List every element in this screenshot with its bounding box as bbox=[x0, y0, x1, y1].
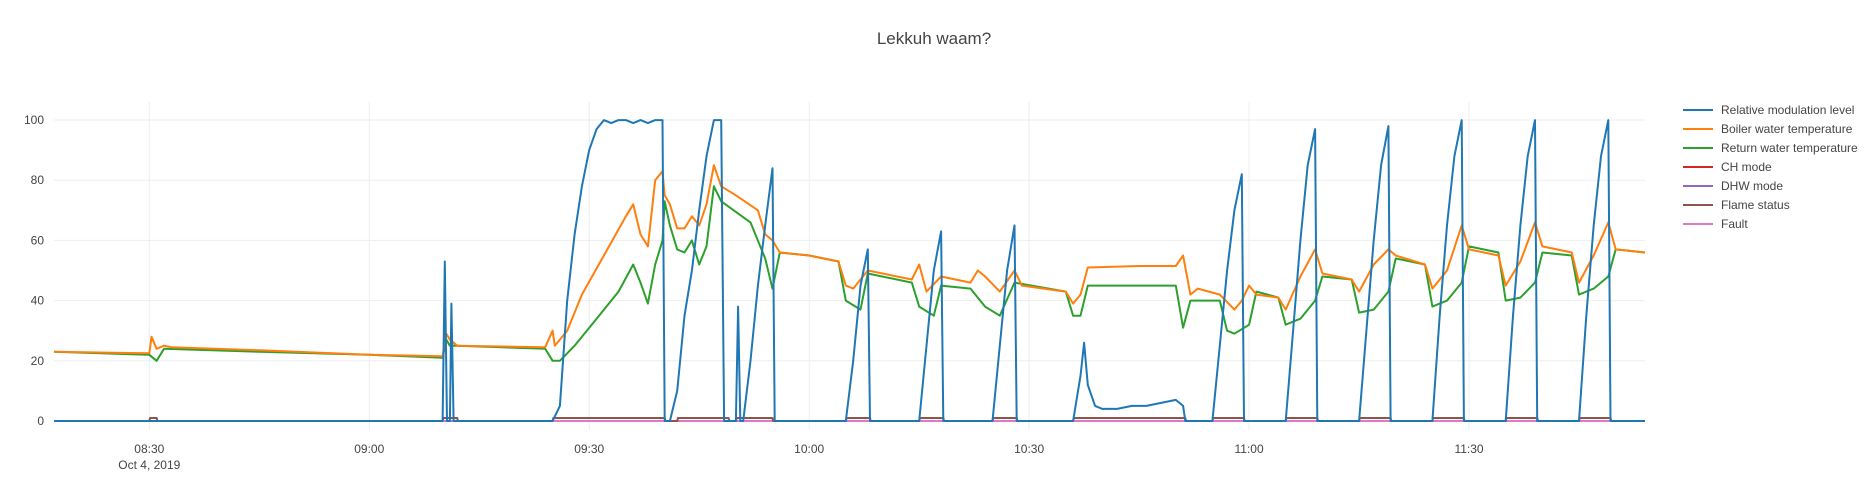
series-line-flame-status bbox=[54, 417, 1645, 422]
legend-item[interactable]: Relative modulation level bbox=[1683, 103, 1854, 117]
x-tick-label: 11:30 bbox=[1454, 442, 1483, 456]
y-tick-label: 100 bbox=[24, 113, 44, 127]
legend-label: Flame status bbox=[1721, 198, 1790, 212]
legend-item[interactable]: Return water temperature bbox=[1683, 141, 1858, 155]
x-tick-label: 09:30 bbox=[574, 442, 604, 456]
grid-layer bbox=[54, 102, 1645, 430]
series-layer bbox=[53, 119, 1646, 422]
chart-title: Lekkuh waam? bbox=[876, 29, 992, 48]
y-tick-label: 0 bbox=[37, 414, 44, 428]
y-tick-label: 60 bbox=[31, 233, 45, 247]
series-line-return-water-temperature bbox=[53, 185, 1646, 362]
axis-layer: 0 20 40 60 80 100 08:30 Oct 4, 2019 09:00 09:30 10… bbox=[24, 113, 1484, 472]
legend-item[interactable]: CH mode bbox=[1683, 160, 1772, 174]
legend-label: Relative modulation level bbox=[1721, 103, 1854, 117]
legend-label: Fault bbox=[1721, 217, 1748, 231]
y-tick-label: 40 bbox=[31, 294, 45, 308]
legend-item[interactable]: Flame status bbox=[1683, 198, 1790, 212]
legend-item[interactable]: Fault bbox=[1683, 217, 1748, 231]
x-tick-label: 11:00 bbox=[1235, 442, 1264, 456]
x-tick-label: 10:30 bbox=[1014, 442, 1044, 456]
x-tick-label: 08:30 bbox=[134, 442, 164, 456]
legend-label: CH mode bbox=[1721, 160, 1772, 174]
x-tick-label: 10:00 bbox=[794, 442, 824, 456]
legend-label: Return water temperature bbox=[1721, 141, 1858, 155]
legend-label: Boiler water temperature bbox=[1721, 122, 1853, 136]
legend-item[interactable]: Boiler water temperature bbox=[1683, 122, 1853, 136]
y-tick-label: 80 bbox=[31, 173, 45, 187]
x-tick-date-label: Oct 4, 2019 bbox=[118, 458, 180, 472]
series-line-relative-modulation-level bbox=[54, 119, 1645, 422]
x-tick-label: 09:00 bbox=[354, 442, 384, 456]
legend-item[interactable]: DHW mode bbox=[1683, 179, 1783, 193]
y-tick-label: 20 bbox=[31, 354, 45, 368]
legend-label: DHW mode bbox=[1721, 179, 1783, 193]
legend[interactable]: Relative modulation level Boiler water te… bbox=[1683, 103, 1858, 231]
